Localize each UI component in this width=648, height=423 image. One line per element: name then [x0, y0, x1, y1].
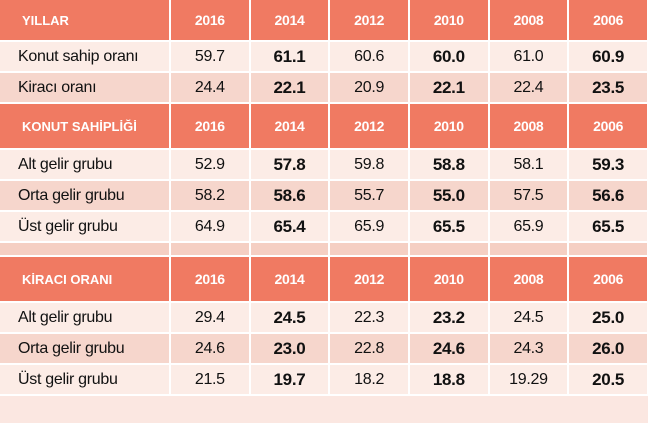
table-row: Üst gelir grubu 21.5 19.7 18.2 18.8 19.2…: [0, 364, 648, 396]
cell: 25.0: [568, 302, 648, 334]
cell: 22.3: [329, 302, 410, 334]
header-row-kiraci-orani: KİRACI ORANI 2016 2014 2012 2010 2008 20…: [0, 256, 648, 303]
year-header: 2016: [170, 256, 251, 303]
table-row: Alt gelir grubu 52.9 57.8 59.8 58.8 58.1…: [0, 149, 648, 181]
cell: 23.2: [408, 302, 490, 334]
year-header: 2012: [329, 0, 410, 42]
row-label: Üst gelir grubu: [0, 364, 171, 396]
row-label: Orta gelir grubu: [0, 180, 171, 212]
cell: 64.9: [170, 211, 251, 243]
cell: 65.4: [249, 211, 331, 243]
cell: 61.1: [249, 41, 331, 73]
cell: 55.7: [329, 180, 410, 212]
cell: 59.8: [329, 149, 410, 181]
cell: 23.5: [568, 72, 648, 104]
year-header: 2014: [249, 103, 331, 150]
housing-table: YILLAR 2016 2014 2012 2010 2008 2006 Kon…: [0, 0, 648, 396]
cell: 24.3: [488, 333, 570, 365]
year-header: 2016: [170, 103, 251, 150]
year-header: 2010: [408, 0, 490, 42]
cell: 58.8: [408, 149, 490, 181]
cell: 18.8: [408, 364, 490, 396]
cell: 59.7: [170, 41, 251, 73]
cell: 60.9: [568, 41, 648, 73]
cell: 22.1: [249, 72, 331, 104]
header-row-yillar: YILLAR 2016 2014 2012 2010 2008 2006: [0, 0, 648, 42]
year-header: 2016: [170, 0, 251, 42]
cell: 20.9: [329, 72, 410, 104]
cell: 65.5: [568, 211, 648, 243]
cell: 57.8: [249, 149, 331, 181]
cell: 19.7: [249, 364, 331, 396]
cell: 20.5: [568, 364, 648, 396]
table-row: Orta gelir grubu 58.2 58.6 55.7 55.0 57.…: [0, 180, 648, 212]
cell: 60.0: [408, 41, 490, 73]
cell: 52.9: [170, 149, 251, 181]
cell: 22.8: [329, 333, 410, 365]
row-label: Konut sahip oranı: [0, 41, 171, 73]
year-header: 2008: [488, 103, 570, 150]
cell: 58.2: [170, 180, 251, 212]
row-label: Üst gelir grubu: [0, 211, 171, 243]
cell: 26.0: [568, 333, 648, 365]
cell: 24.4: [170, 72, 251, 104]
year-header: 2010: [408, 256, 490, 303]
table-row: Orta gelir grubu 24.6 23.0 22.8 24.6 24.…: [0, 333, 648, 365]
cell: 22.1: [408, 72, 490, 104]
cell: 29.4: [170, 302, 251, 334]
table-row: Konut sahip oranı 59.7 61.1 60.6 60.0 61…: [0, 41, 648, 73]
row-label: Orta gelir grubu: [0, 333, 171, 365]
header-label: KİRACI ORANI: [0, 256, 171, 303]
row-label: Kiracı oranı: [0, 72, 171, 104]
cell: 55.0: [408, 180, 490, 212]
header-label: YILLAR: [0, 0, 171, 42]
year-header: 2006: [568, 256, 648, 303]
row-label: Alt gelir grubu: [0, 302, 171, 334]
cell: 24.5: [249, 302, 331, 334]
year-header: 2012: [329, 103, 410, 150]
year-header: 2008: [488, 256, 570, 303]
table-row: Kiracı oranı 24.4 22.1 20.9 22.1 22.4 23…: [0, 72, 648, 104]
cell: 59.3: [568, 149, 648, 181]
cell: 58.1: [488, 149, 570, 181]
cell: 58.6: [249, 180, 331, 212]
cell: 56.6: [568, 180, 648, 212]
cell: 65.5: [408, 211, 490, 243]
cell: 24.6: [408, 333, 490, 365]
year-header: 2010: [408, 103, 490, 150]
year-header: 2006: [568, 103, 648, 150]
header-row-konut-sahipligi: KONUT SAHİPLİĞİ 2016 2014 2012 2010 2008…: [0, 103, 648, 150]
cell: 65.9: [329, 211, 410, 243]
year-header: 2014: [249, 0, 331, 42]
header-label: KONUT SAHİPLİĞİ: [0, 103, 171, 150]
cell: 19.29: [488, 364, 570, 396]
year-header: 2006: [568, 0, 648, 42]
cell: 57.5: [488, 180, 570, 212]
row-label: Alt gelir grubu: [0, 149, 171, 181]
spacer-row: [0, 242, 648, 257]
year-header: 2012: [329, 256, 410, 303]
cell: 61.0: [488, 41, 570, 73]
cell: 22.4: [488, 72, 570, 104]
year-header: 2008: [488, 0, 570, 42]
table-row: Alt gelir grubu 29.4 24.5 22.3 23.2 24.5…: [0, 302, 648, 334]
cell: 23.0: [249, 333, 331, 365]
cell: 24.5: [488, 302, 570, 334]
cell: 65.9: [488, 211, 570, 243]
table-row: Üst gelir grubu 64.9 65.4 65.9 65.5 65.9…: [0, 211, 648, 243]
year-header: 2014: [249, 256, 331, 303]
cell: 21.5: [170, 364, 251, 396]
cell: 24.6: [170, 333, 251, 365]
cell: 60.6: [329, 41, 410, 73]
cell: 18.2: [329, 364, 410, 396]
